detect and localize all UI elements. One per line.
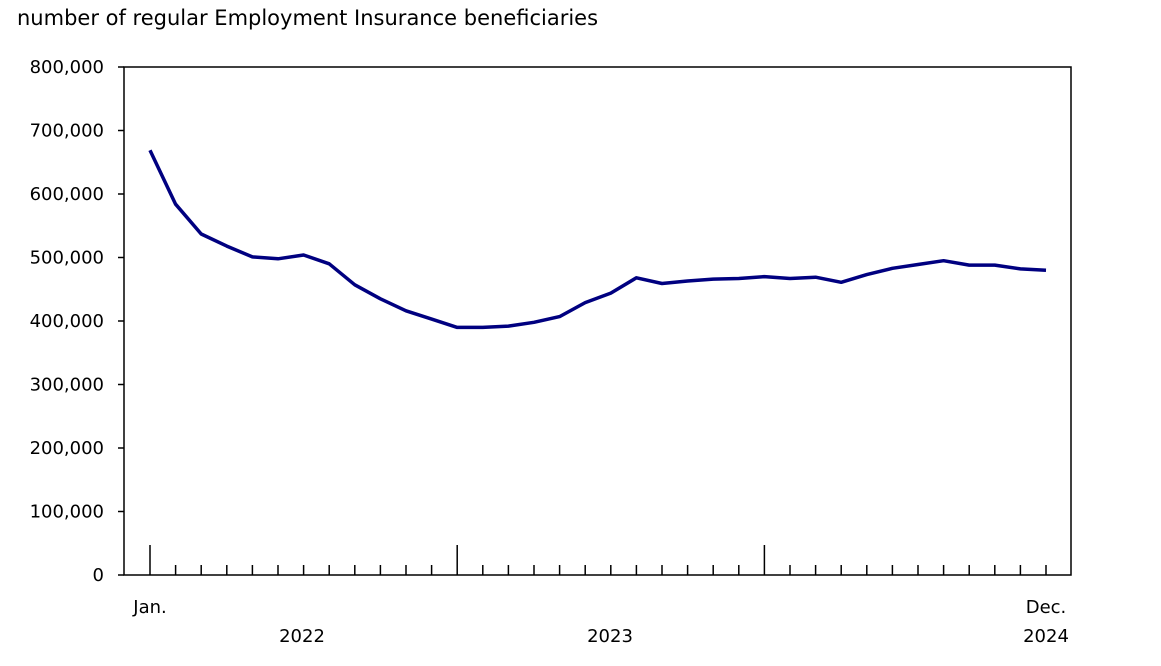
y-tick-label: 300,000 [30,375,104,396]
data-line [148,149,1047,330]
y-tick-label: 600,000 [30,184,104,205]
plot-frame [123,66,1072,576]
y-tick-label: 800,000 [30,57,104,78]
y-tick-label: 700,000 [30,121,104,142]
year-label: 2024 [1023,626,1069,647]
y-tick-label: 0 [93,565,104,586]
y-tick-label: 200,000 [30,438,104,459]
y-tick-label: 400,000 [30,311,104,332]
year-label: 2022 [279,626,325,647]
year-label: 2023 [587,626,633,647]
y-tick-label: 500,000 [30,248,104,269]
x-start-label: Jan. [132,597,166,618]
y-tick-label: 100,000 [30,502,104,523]
x-end-label: Dec. [1026,597,1067,618]
chart-title: number of regular Employment Insurance b… [17,6,599,30]
